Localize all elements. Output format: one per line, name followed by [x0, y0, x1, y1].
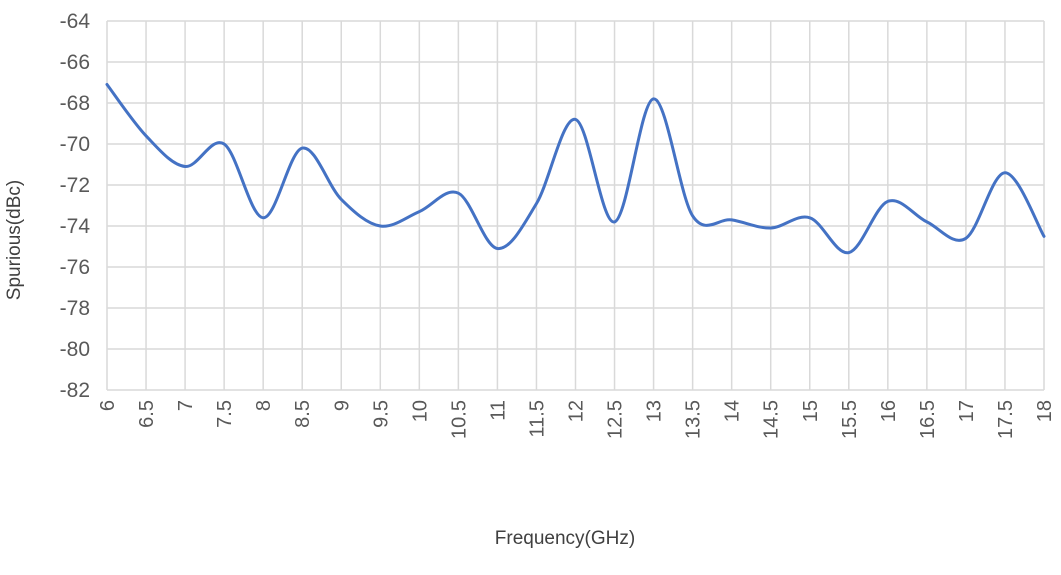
x-tick-label: 8.5 [292, 400, 314, 428]
x-tick-label: 13 [644, 400, 666, 422]
y-tick-label: -80 [60, 338, 90, 361]
x-tick-label: 14.5 [761, 400, 783, 439]
y-tick-label: -72 [60, 174, 90, 197]
x-tick-label: 7 [175, 400, 197, 411]
x-tick-label: 10 [409, 400, 431, 422]
x-axis-ticks: 6 6.5 7 7.5 8 8.5 9 9.5 10 10.5 11 11.5 12 12.5 13 13.5… [97, 400, 1056, 439]
y-tick-label: -78 [60, 297, 90, 320]
grid-lines [106, 20, 1045, 391]
series-line [105, 83, 1046, 255]
y-tick-label: -68 [60, 92, 90, 115]
x-tick-label: 17 [956, 400, 978, 422]
x-tick-label: 17.5 [995, 400, 1017, 439]
x-axis-title: Frequency(GHz) [495, 528, 635, 549]
x-tick-label: 12.5 [605, 400, 627, 439]
x-tick-label: 6.5 [136, 400, 158, 428]
y-tick-label: -74 [60, 215, 91, 238]
y-axis-title: Spurious(dBc) [4, 180, 25, 300]
x-tick-label: 16 [878, 400, 900, 422]
x-tick-label: 15.5 [839, 400, 861, 439]
x-tick-label: 14 [722, 400, 744, 422]
x-tick-label: 18 [1034, 400, 1056, 422]
x-tick-label: 13.5 [683, 400, 705, 439]
y-tick-label: -66 [60, 51, 90, 74]
x-tick-label: 10.5 [448, 400, 470, 439]
x-tick-label: 11 [487, 400, 509, 421]
x-tick-label: 15 [800, 400, 822, 422]
y-tick-label: -64 [60, 10, 91, 33]
y-tick-label: -82 [60, 379, 90, 402]
x-tick-label: 12 [566, 400, 588, 422]
x-tick-label: 11.5 [526, 400, 548, 437]
x-tick-label: 6 [97, 400, 119, 411]
y-axis-ticks: -64 -66 -68 -70 -72 -74 -76 -78 -80 -82 [60, 10, 91, 402]
x-tick-label: 9.5 [370, 400, 392, 428]
x-tick-label: 7.5 [214, 400, 236, 428]
y-tick-label: -70 [60, 133, 90, 156]
y-tick-label: -76 [60, 256, 90, 279]
x-tick-label: 16.5 [917, 400, 939, 439]
x-tick-label: 9 [331, 400, 353, 411]
x-tick-label: 8 [253, 400, 275, 411]
